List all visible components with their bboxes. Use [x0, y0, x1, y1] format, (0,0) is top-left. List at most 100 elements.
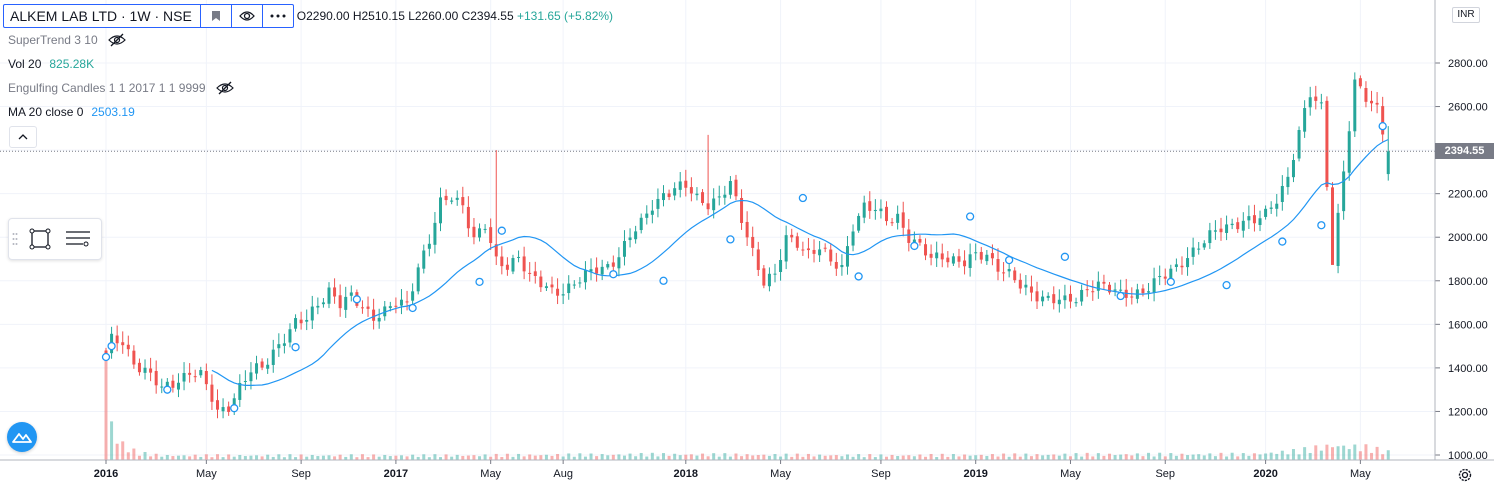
volume-bar: [1024, 453, 1028, 460]
volume-bar: [918, 454, 922, 460]
candle: [600, 259, 604, 281]
candle-body: [572, 284, 576, 286]
volume-bar: [873, 457, 877, 460]
candle-body: [455, 197, 459, 200]
volume-bar: [1297, 454, 1301, 460]
volume-bar: [522, 456, 526, 460]
volume-bar: [232, 456, 236, 460]
candle: [1046, 292, 1050, 301]
volume-bar: [1280, 450, 1284, 460]
volume-bar: [572, 456, 576, 460]
candle: [1091, 280, 1095, 301]
candle-body: [1119, 289, 1123, 291]
candle-body: [1068, 293, 1072, 302]
candle-body: [260, 361, 264, 368]
eye-icon[interactable]: [230, 5, 262, 27]
volume-bar: [840, 456, 844, 460]
candle-body: [1041, 296, 1045, 302]
candle-body: [126, 344, 130, 350]
tradingview-logo[interactable]: [7, 422, 37, 452]
volume-bar: [494, 453, 498, 460]
volume-bar: [1158, 452, 1162, 460]
volume-bar: [1325, 444, 1329, 460]
flag-icon[interactable]: [199, 5, 231, 27]
candle: [968, 243, 972, 277]
volume-bar: [595, 456, 599, 460]
indicator-label: Vol 20: [8, 57, 42, 71]
signal-markers: [101, 122, 1387, 413]
more-icon[interactable]: [261, 5, 293, 27]
volume-bar: [1208, 453, 1212, 460]
candle-body: [1325, 100, 1329, 188]
candle-body: [1364, 88, 1368, 102]
text-tool-button[interactable]: [59, 220, 97, 258]
volume-bar: [885, 456, 888, 460]
indicator-supertrend[interactable]: SuperTrend 3 10: [8, 33, 126, 47]
candle-body: [1219, 228, 1223, 233]
signal-marker: [910, 241, 919, 251]
candle-body: [483, 228, 487, 230]
candle-body: [567, 283, 571, 294]
candle-body: [154, 370, 158, 386]
volume-bar: [344, 456, 348, 460]
candle: [1013, 267, 1017, 283]
signal-marker: [101, 352, 111, 362]
candle-body: [1024, 284, 1028, 288]
volume-bar: [238, 454, 242, 460]
volume-bar: [110, 421, 114, 460]
drag-handle-icon[interactable]: [9, 232, 21, 246]
candle-body: [717, 196, 721, 198]
candle-body: [689, 187, 693, 194]
volume-bar: [450, 456, 454, 460]
volume-bar: [963, 454, 967, 460]
candle-body: [756, 249, 760, 270]
volume-bar: [1074, 453, 1078, 460]
candle-body: [583, 270, 587, 283]
candle-body: [885, 206, 888, 222]
volume-bar: [751, 455, 755, 460]
collapse-legend-button[interactable]: [9, 126, 37, 148]
eye-off-icon[interactable]: [107, 33, 126, 47]
indicator-value: 825.28K: [49, 57, 95, 71]
volume-bar: [862, 457, 866, 460]
candle-body: [929, 253, 933, 258]
candle-body: [611, 262, 615, 267]
gear-icon[interactable]: [1456, 466, 1474, 484]
signal-marker: [1166, 277, 1175, 287]
indicator-volume[interactable]: Vol 20 825.28K: [8, 57, 94, 71]
volume-bar: [433, 454, 437, 460]
volume-bar: [1202, 455, 1206, 460]
candle: [255, 355, 259, 380]
indicator-ma[interactable]: MA 20 close 0 2503.19: [8, 105, 135, 119]
candle: [1241, 212, 1245, 238]
candle: [517, 250, 521, 263]
candle: [985, 250, 989, 265]
candle-body: [857, 215, 861, 231]
volume-bar: [310, 454, 314, 460]
volume-bar: [645, 456, 649, 460]
candle-body: [795, 236, 799, 248]
volume-bar: [416, 456, 420, 460]
candle-body: [494, 244, 498, 257]
ohlc-values: O2290.00 H2510.15 L2260.00 C2394.55: [296, 9, 514, 23]
volume-bar: [1319, 450, 1323, 460]
symbol-label[interactable]: ALKEM LAB LTD · 1W · NSE: [10, 8, 192, 24]
volume-bar: [845, 454, 849, 460]
candle-body: [1029, 286, 1033, 293]
indicator-engulfing[interactable]: Engulfing Candles 1 1 2017 1 1 9999: [8, 81, 234, 95]
symbol-box[interactable]: ALKEM LAB LTD · 1W · NSE: [3, 4, 294, 28]
volume-bar: [929, 453, 933, 460]
eye-off-icon[interactable]: [215, 81, 234, 95]
volume-bar: [667, 455, 671, 460]
volume-bar: [1353, 444, 1357, 460]
rectangle-tool-button[interactable]: [21, 220, 59, 258]
candle-body: [974, 252, 978, 254]
volume-bar: [806, 453, 810, 460]
candle: [489, 218, 493, 250]
volume-bar: [951, 454, 955, 460]
candle: [394, 297, 398, 314]
volume-bar: [282, 457, 286, 460]
currency-badge[interactable]: INR: [1452, 7, 1480, 23]
volume-bar: [1303, 447, 1307, 460]
